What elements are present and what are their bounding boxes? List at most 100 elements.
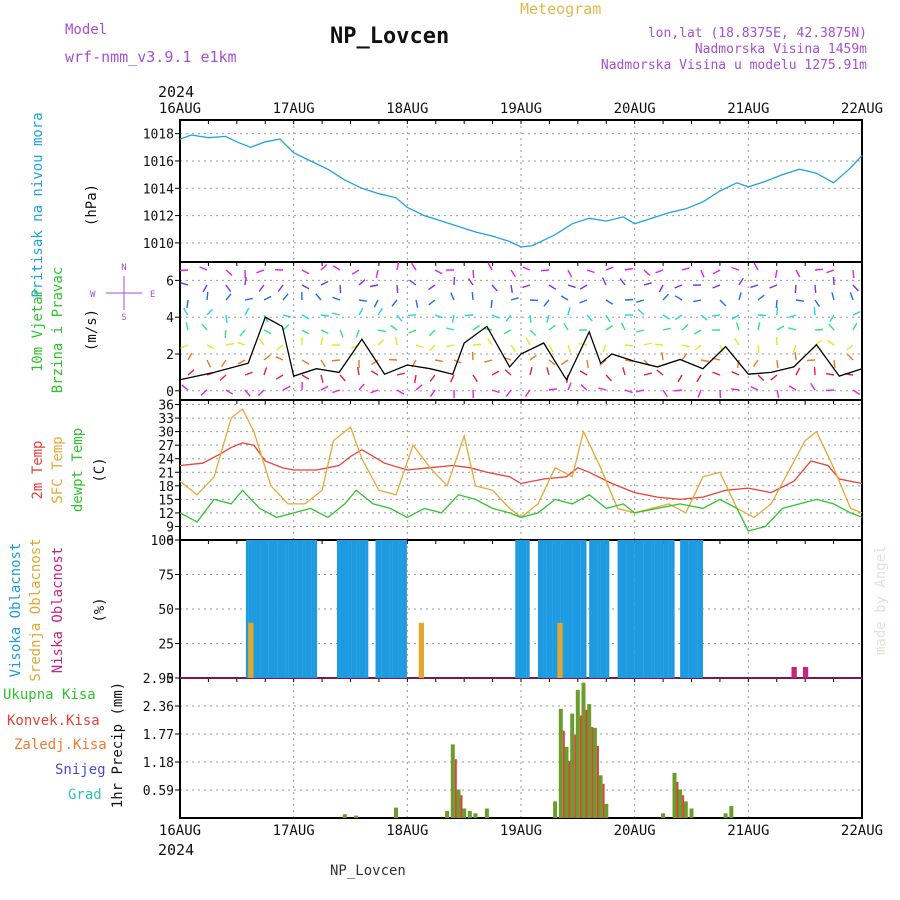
wind-arrow [719, 344, 724, 353]
high-cloud-bar [646, 540, 649, 678]
wind-arrow [282, 293, 289, 301]
wind-arrow [774, 269, 778, 279]
wind-arrow [446, 327, 455, 331]
wind-arrow [750, 284, 759, 289]
wind-arrow [525, 337, 531, 346]
wind-arrow [548, 359, 556, 366]
xtick-label-top: 19AUG [500, 101, 542, 117]
high-cloud-bar [403, 540, 407, 678]
wind-arrow [677, 374, 683, 383]
ytick-label: 1018 [143, 128, 174, 143]
wind-arrow [320, 385, 329, 391]
wind-arrow [180, 344, 189, 349]
legend-konvek: Konvek.Kisa [7, 713, 100, 729]
wind-arrow [579, 370, 588, 376]
ytick-label: 9 [166, 520, 174, 535]
high-cloud-bar [631, 540, 635, 678]
wind-arrow [377, 339, 385, 346]
compass-n: N [121, 263, 126, 273]
high-cloud-bar [597, 540, 601, 678]
precip-conv-bar [682, 795, 685, 818]
wind-arrow [396, 284, 399, 294]
precip-conv-bar [454, 759, 457, 818]
wind-arrow [451, 314, 455, 324]
wind-speed-line [179, 316, 863, 382]
wind-arrow [548, 388, 558, 391]
xtick-label-bottom: 21AUG [727, 823, 769, 839]
xtick-label-bottom: 22AUG [841, 823, 883, 839]
wind-arrow [852, 284, 859, 292]
elevation-label: Nadmorska Visina 1459m [695, 42, 867, 57]
wind-arrow [390, 324, 398, 331]
wind-arrow [244, 389, 251, 397]
wind-arrow [579, 299, 588, 304]
wind-arrow [810, 382, 816, 391]
wind-arrow [643, 269, 651, 277]
wind-arrow [339, 329, 344, 338]
wind-arrow [396, 372, 405, 376]
wind-arrow [187, 352, 193, 361]
high-cloud-bar [563, 540, 567, 678]
precip-bar [467, 810, 472, 818]
wind-arrow [472, 269, 475, 279]
precip-bar [570, 713, 575, 818]
wind-arrow [814, 284, 817, 294]
wind-arrow [586, 269, 595, 274]
wind-arrow [731, 388, 740, 391]
wind-arrow [662, 293, 670, 301]
high-cloud-bar [251, 540, 255, 678]
wind-arrow [355, 329, 360, 338]
wind-arrow [529, 354, 537, 361]
wind-arrow [320, 359, 326, 368]
wind-arrow [586, 314, 593, 322]
wind-arrow [624, 298, 634, 301]
wind-arrow [776, 359, 779, 368]
ytick-label: 27 [158, 439, 174, 454]
high-cloud-bar [572, 540, 576, 678]
high-cloud-bar [271, 540, 275, 678]
high-cloud-bar [351, 540, 355, 678]
wind-arrow [434, 314, 443, 319]
high-cloud-bar [291, 540, 295, 678]
wind-arrow [567, 382, 572, 391]
wind-arrow [510, 284, 513, 294]
wind-arrow [320, 337, 324, 346]
wind-arrow [788, 327, 797, 331]
high-cloud-bar [277, 540, 281, 678]
precip-bar [456, 789, 461, 818]
wind-arrow [696, 374, 702, 383]
sfc-ylabel: SFC Temp [50, 436, 66, 503]
ytick-label: 1.77 [143, 728, 174, 743]
wind-arrow [320, 374, 324, 383]
ytick-label: 0 [166, 385, 174, 400]
wind-arrow [560, 295, 569, 301]
xtick-label-bottom: 18AUG [386, 823, 428, 839]
wind-arrow [472, 324, 480, 331]
wind-arrow [757, 322, 761, 331]
dewpt-ylabel: dewpt Temp [70, 428, 86, 512]
wind-arrow [828, 323, 835, 331]
high-cloud-bar [557, 540, 561, 678]
precip-bar [729, 806, 734, 818]
compass-rose: N W E S [90, 263, 155, 323]
wind-arrow [256, 269, 265, 274]
wind-arrow [415, 299, 419, 308]
wind-arrow [643, 372, 652, 376]
ytick-label: 30 [158, 426, 174, 441]
wind-arrow [429, 389, 436, 397]
wind-arrow [258, 284, 265, 292]
wind-arrow [681, 353, 688, 361]
chart-title: NP_Lovcen [330, 24, 449, 49]
wind-arrow [504, 369, 512, 376]
wind-arrow [624, 389, 633, 394]
high-cloud-bar [697, 540, 701, 678]
xtick-label-bottom: 19AUG [500, 823, 542, 839]
wind-arrow [827, 339, 835, 346]
wind-arrow [377, 307, 383, 316]
wind-arrow [563, 322, 569, 331]
wind-arrow [450, 292, 455, 301]
wind-arrow [661, 352, 664, 361]
credit-label: made by Angel [873, 545, 889, 655]
wind-arrow [510, 269, 516, 278]
wind-arrow [636, 389, 645, 393]
